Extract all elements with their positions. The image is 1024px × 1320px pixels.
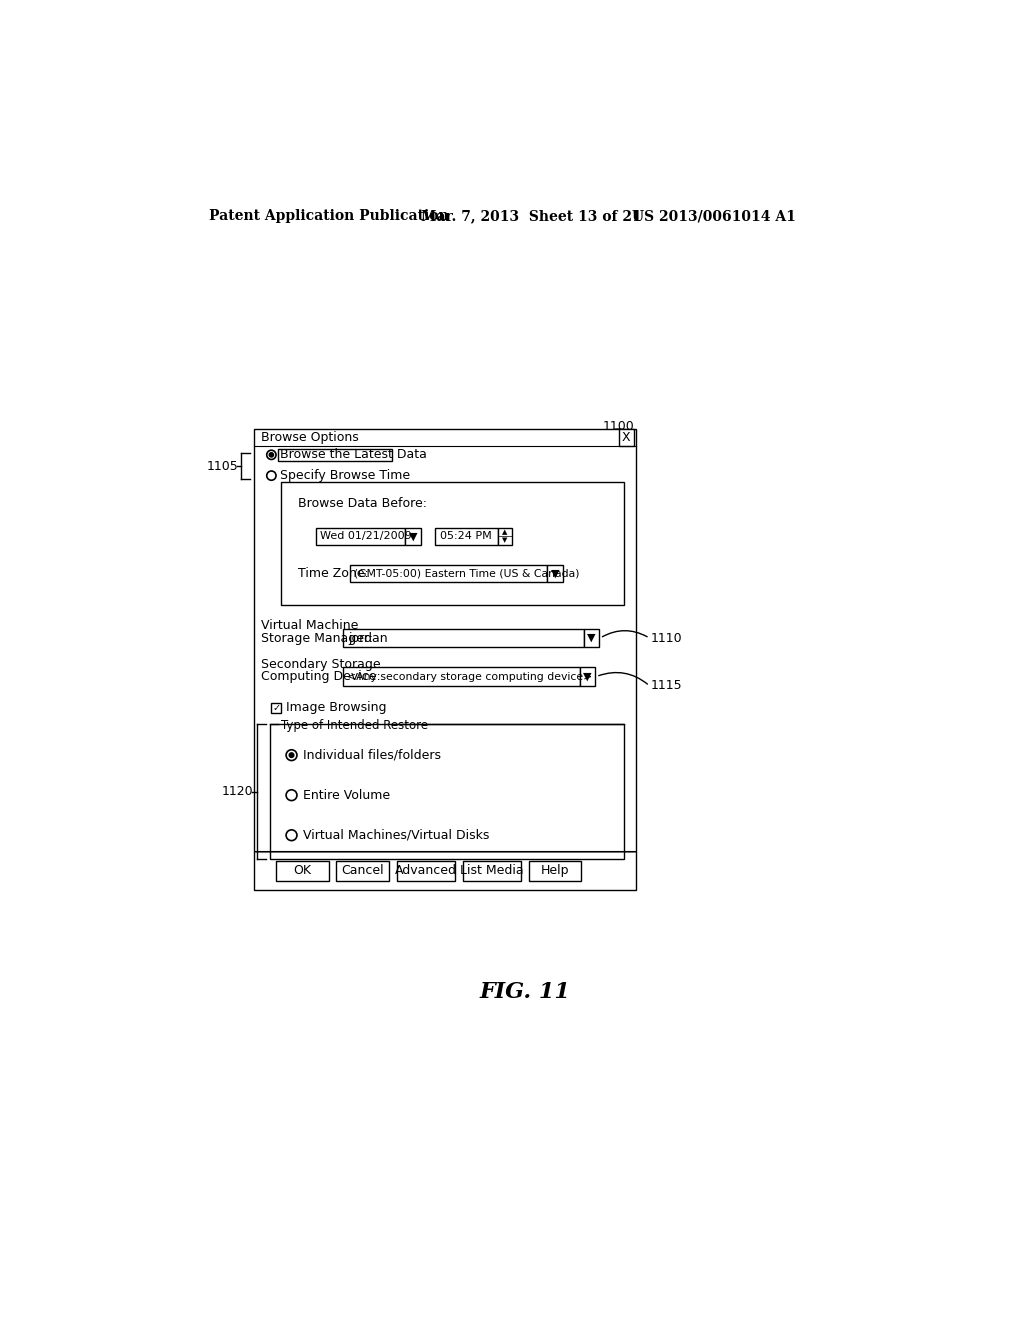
Bar (547, 565, 563, 582)
Text: List Media: List Media (460, 865, 523, 878)
Bar (254, 429, 636, 890)
Text: Type of Intended Restore: Type of Intended Restore (281, 718, 428, 731)
Text: Image Browsing: Image Browsing (286, 701, 387, 714)
Text: Browse Data Before:: Browse Data Before: (299, 496, 427, 510)
Text: Advanced: Advanced (395, 865, 457, 878)
Text: ▼: ▼ (503, 537, 508, 544)
Text: Virtual Machines/Virtual Disks: Virtual Machines/Virtual Disks (303, 829, 489, 842)
Bar (618, 429, 634, 446)
Text: 1105: 1105 (206, 459, 238, 473)
Bar (397, 861, 455, 880)
Text: Patent Application Publication: Patent Application Publication (209, 209, 449, 223)
Bar (282, 482, 624, 605)
Text: Wed 01/21/2009: Wed 01/21/2009 (321, 532, 412, 541)
FancyArrowPatch shape (603, 429, 632, 434)
Text: ▲: ▲ (503, 529, 508, 536)
Text: US 2013/0061014 A1: US 2013/0061014 A1 (632, 209, 796, 223)
Text: Help: Help (541, 865, 569, 878)
Text: 1115: 1115 (651, 680, 683, 693)
Text: <Any secondary storage computing device>: <Any secondary storage computing device> (347, 672, 593, 681)
Bar (343, 668, 580, 686)
Text: 1120: 1120 (222, 785, 254, 799)
Bar (580, 668, 595, 686)
Text: Mar. 7, 2013  Sheet 13 of 21: Mar. 7, 2013 Sheet 13 of 21 (421, 209, 642, 223)
Bar (343, 628, 584, 647)
Bar (406, 528, 421, 545)
Text: OK: OK (293, 865, 311, 878)
Circle shape (289, 752, 294, 758)
Text: ▼: ▼ (551, 569, 559, 578)
Text: 1110: 1110 (651, 631, 683, 644)
Bar (435, 528, 499, 545)
Text: Secondary Storage: Secondary Storage (260, 657, 380, 671)
Text: Virtual Machine: Virtual Machine (260, 619, 358, 632)
Bar (499, 528, 512, 545)
Circle shape (269, 453, 273, 457)
Text: Computing Device:: Computing Device: (260, 671, 380, 684)
Text: ▼: ▼ (409, 532, 418, 541)
Bar (463, 861, 521, 880)
Text: Time Zone:: Time Zone: (299, 566, 370, 579)
Text: Browse the Latest Data: Browse the Latest Data (280, 449, 427, 462)
Text: Cancel: Cancel (342, 865, 384, 878)
Bar (278, 449, 392, 461)
FancyArrowPatch shape (599, 673, 647, 684)
Text: Entire Volume: Entire Volume (303, 788, 390, 801)
Bar (271, 702, 282, 713)
Text: Specify Browse Time: Specify Browse Time (280, 469, 410, 482)
Text: FIG. 11: FIG. 11 (479, 981, 570, 1003)
Text: jordan: jordan (348, 631, 388, 644)
Text: Browse Options: Browse Options (260, 432, 358, 445)
Bar (528, 861, 582, 880)
Text: ▼: ▼ (587, 634, 596, 643)
Text: Storage Manager:: Storage Manager: (260, 631, 373, 644)
Text: ▼: ▼ (584, 672, 592, 681)
Text: X: X (622, 432, 631, 445)
Bar (276, 861, 329, 880)
Text: 1100: 1100 (603, 420, 635, 433)
FancyArrowPatch shape (602, 631, 647, 636)
Bar (337, 861, 389, 880)
Text: (GMT-05:00) Eastern Time (US & Canada): (GMT-05:00) Eastern Time (US & Canada) (353, 569, 579, 578)
Text: ✓: ✓ (272, 702, 281, 713)
Bar (349, 565, 547, 582)
Text: 05:24 PM: 05:24 PM (439, 532, 492, 541)
Text: Individual files/folders: Individual files/folders (303, 748, 441, 762)
Bar (584, 628, 599, 647)
Bar (270, 725, 624, 859)
Bar (316, 528, 406, 545)
